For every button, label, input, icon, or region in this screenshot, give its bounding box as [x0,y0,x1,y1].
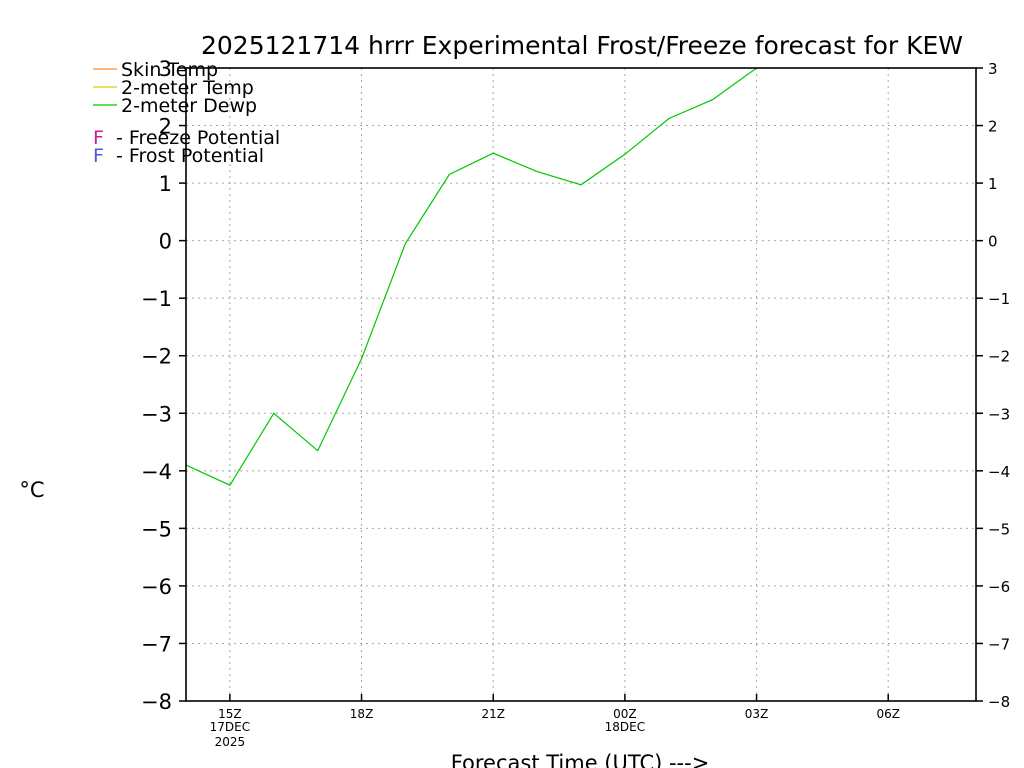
chart-title: 2025121714 hrrr Experimental Frost/Freez… [201,31,963,60]
y-tick-label-right: 3 [988,60,998,78]
y-tick-label-right: 0 [988,233,998,251]
series-group [185,67,757,487]
x-tick-label: 03Z [745,707,769,721]
y-axis-label: °C [19,478,44,502]
y-axis-left: 3 2 1 0 −1 −2 −3 −4 −5 −6 −7 −8 [141,57,186,714]
y-tick-label-left: 3 [159,57,172,81]
y-tick-label-left: −4 [141,460,172,484]
x-tick-label: 06Z [876,707,900,721]
grid-lines [186,68,976,701]
series-line-dewpoint [185,67,757,486]
dewpoint-point [711,98,714,101]
dewpoint-point [228,484,231,487]
y-tick-label-right: −8 [988,693,1010,711]
dewpoint-point [667,117,670,120]
plot-frame [185,67,977,702]
legend-label: Skin Temp [121,59,218,81]
potential-marker: F [93,145,104,167]
y-tick-label-left: 0 [159,230,172,254]
x-tick-year-label: 2025 [215,735,246,749]
potential-label: - Frost Potential [116,145,264,167]
y-tick-label-right: −5 [988,520,1010,538]
x-axis-label: Forecast Time (UTC) ---> [451,751,710,768]
potential-label: - Freeze Potential [116,127,280,149]
y-tick-label-left: −7 [141,632,172,656]
dewpoint-point [404,242,407,245]
x-tick-label: 15Z [218,707,242,721]
y-tick-label-right: −2 [988,348,1010,366]
y-tick-label-right: −7 [988,635,1010,653]
y-axis-right: 3 2 1 0 −1 −2 −3 −4 −5 −6 −7 −8 [976,60,1010,711]
y-tick-label-left: 2 [159,115,172,139]
x-tick-label: 21Z [481,707,505,721]
dewpoint-point [580,183,583,186]
dewpoint-point [492,152,495,155]
y-tick-label-right: −6 [988,578,1010,596]
x-tick-date-label: 18DEC [605,720,645,734]
dewpoint-point [623,153,626,156]
dewpoint-point [448,173,451,176]
y-tick-label-left: −8 [141,690,172,714]
y-tick-label-right: 1 [988,175,998,193]
y-tick-label-left: −2 [141,345,172,369]
x-tick-label: 18Z [350,707,374,721]
dewpoint-point [272,412,275,415]
dewpoint-point [316,449,319,452]
y-tick-label-left: −3 [141,402,172,426]
x-tick-label: 00Z [613,707,637,721]
dewpoint-point [360,357,363,360]
y-tick-label-left: −6 [141,575,172,599]
legend-label: 2-meter Dewp [121,95,257,117]
legend-label: 2-meter Temp [121,77,254,99]
y-tick-label-left: −5 [141,517,172,541]
potential-marker: F [93,127,104,149]
y-tick-label-left: 1 [159,172,172,196]
y-tick-label-right: −4 [988,463,1010,481]
dewpoint-point [536,170,539,173]
y-tick-label-right: −1 [988,290,1010,308]
y-tick-label-right: 2 [988,118,998,136]
y-tick-label-right: −3 [988,405,1010,423]
x-tick-date-label: 17DEC [210,720,250,734]
y-tick-label-left: −1 [141,287,172,311]
